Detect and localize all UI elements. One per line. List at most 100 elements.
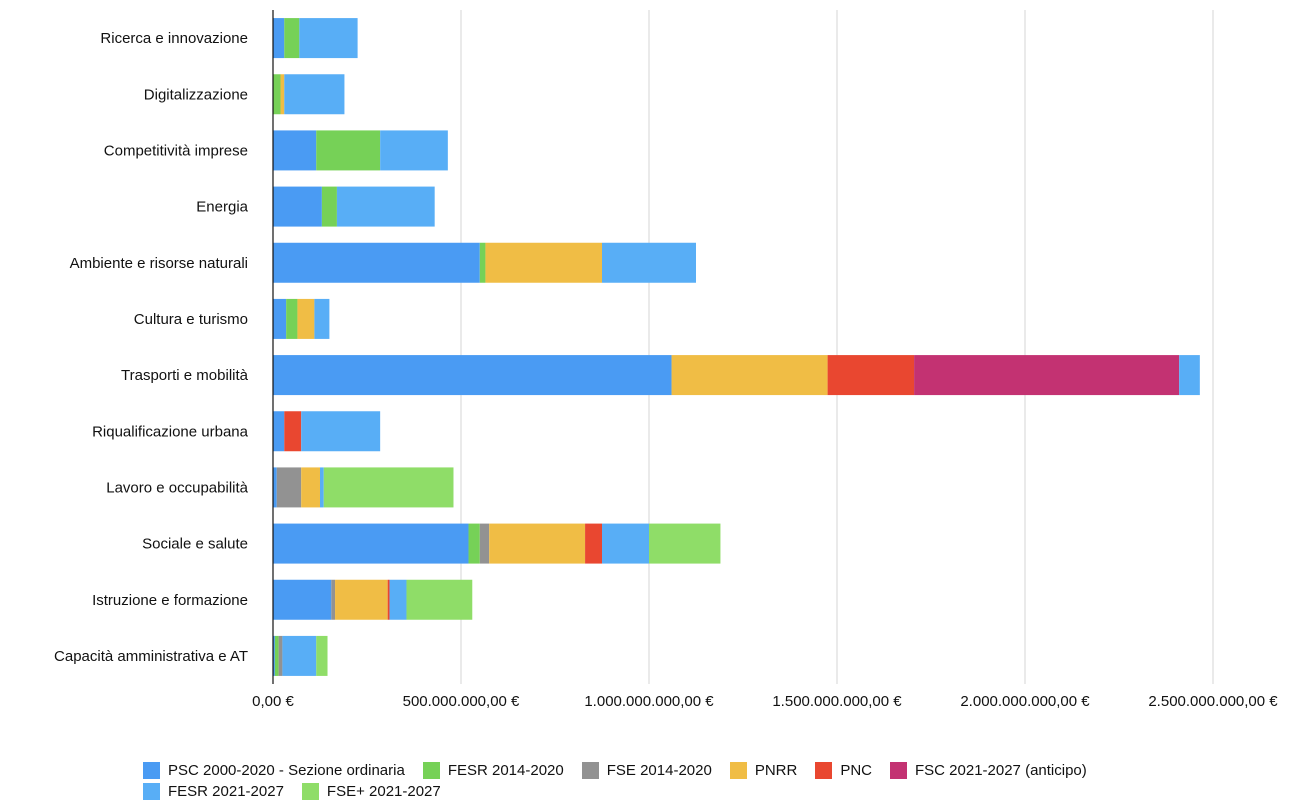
bar-segment xyxy=(282,635,317,676)
bar-segment xyxy=(273,635,275,676)
legend-row: FESR 2021-2027 FSE+ 2021-2027 xyxy=(143,781,1293,802)
x-tick-labels: 0,00 € 500.000.000,00 € 1.000.000.000,00 €… xyxy=(252,693,1278,710)
bar-segment xyxy=(1179,355,1200,396)
category-label: Riqualificazione urbana xyxy=(92,423,249,440)
category-label: Ricerca e innovazione xyxy=(100,30,248,47)
category-labels: Ricerca e innovazione Digitalizzazione Com… xyxy=(54,30,249,665)
grid-lines xyxy=(460,10,1214,684)
legend-label: PNC xyxy=(840,762,872,779)
legend-item: FSE+ 2021-2027 xyxy=(301,781,441,802)
x-tick-label: 0,00 € xyxy=(252,693,294,710)
legend-item: PNRR xyxy=(729,760,798,781)
bar-segment xyxy=(284,74,345,115)
x-tick-label: 1.500.000.000,00 € xyxy=(772,693,902,710)
bar-segment xyxy=(827,355,915,396)
bar-segment xyxy=(336,186,435,227)
bar-segment xyxy=(278,635,283,676)
bar-segment xyxy=(299,18,358,59)
bar-segment xyxy=(286,298,298,339)
bar-segment xyxy=(479,242,486,283)
bar-segment xyxy=(323,467,454,508)
bar-segment xyxy=(284,18,300,59)
legend-row: PSC 2000-2020 - Sezione ordinaria FESR 20… xyxy=(143,760,1293,781)
bar-segment xyxy=(273,411,285,452)
bar-segment xyxy=(274,635,279,676)
legend-label: PNRR xyxy=(754,762,798,779)
legend-swatch xyxy=(422,762,440,779)
category-label: Digitalizzazione xyxy=(144,86,248,103)
legend-item: FESR 2014-2020 xyxy=(422,760,564,781)
category-label: Capacità amministrativa e AT xyxy=(54,648,248,665)
legend-item: FSE 2014-2020 xyxy=(581,760,712,781)
bar-segment xyxy=(301,411,381,452)
bar-segment xyxy=(649,523,721,564)
bar-segment xyxy=(489,523,586,564)
bar-segment xyxy=(914,355,1180,396)
bar-segment xyxy=(316,130,381,171)
bar-segment xyxy=(273,579,332,620)
category-label: Energia xyxy=(196,199,248,216)
bar-segment xyxy=(273,242,480,283)
bar-segment xyxy=(314,298,330,339)
x-tick-label: 2.000.000.000,00 € xyxy=(960,693,1090,710)
legend-swatch xyxy=(890,762,907,779)
bar-segment xyxy=(468,523,480,564)
bar-segment xyxy=(602,242,696,283)
stacked-bar-chart: Ricerca e innovazione Digitalizzazione Com… xyxy=(54,10,1278,710)
bar-segment xyxy=(273,298,287,339)
x-tick-label: 500.000.000,00 € xyxy=(403,693,520,710)
bar-segment xyxy=(273,74,281,115)
bar-segment xyxy=(273,467,277,508)
bar-segment xyxy=(406,579,473,620)
legend-label: FSE 2014-2020 xyxy=(606,762,712,779)
bar-segment xyxy=(280,74,285,115)
legend-item: FESR 2021-2027 xyxy=(143,781,284,802)
bar-segment xyxy=(273,523,469,564)
category-label: Lavoro e occupabilità xyxy=(106,479,248,496)
bar-segment xyxy=(273,18,285,59)
legend: PSC 2000-2020 - Sezione ordinaria FESR 20… xyxy=(143,760,1293,802)
bar-segment xyxy=(297,298,315,339)
x-tick-label: 1.000.000.000,00 € xyxy=(584,693,714,710)
category-label: Istruzione e formazione xyxy=(92,592,248,609)
category-label: Trasporti e mobilità xyxy=(121,367,249,384)
bar-segment xyxy=(301,467,320,508)
legend-label: FESR 2014-2020 xyxy=(447,762,564,779)
category-label: Competitività imprese xyxy=(104,142,248,159)
bar-segment xyxy=(273,130,317,171)
legend-swatch xyxy=(143,783,160,800)
legend-swatch xyxy=(729,762,747,779)
category-label: Ambiente e risorse naturali xyxy=(70,255,248,272)
bar-segment xyxy=(321,186,337,227)
legend-label: FSE+ 2021-2027 xyxy=(326,783,441,800)
legend-swatch xyxy=(143,762,160,779)
legend-item: PSC 2000-2020 - Sezione ordinaria xyxy=(143,760,405,781)
legend-swatch xyxy=(581,762,599,779)
bar-segment xyxy=(602,523,649,564)
bar-segment xyxy=(380,130,448,171)
legend-swatch xyxy=(815,762,833,779)
legend-swatch xyxy=(301,783,319,800)
bar-segment xyxy=(316,635,328,676)
bar-segment xyxy=(585,523,602,564)
bar-segment xyxy=(331,579,336,620)
legend-item: PNC xyxy=(815,760,872,781)
legend-label: PSC 2000-2020 - Sezione ordinaria xyxy=(168,762,405,779)
bar-segment xyxy=(387,579,390,620)
bar-segment xyxy=(485,242,602,283)
bar-segment xyxy=(479,523,490,564)
legend-label: FSC 2021-2027 (anticipo) xyxy=(915,762,1087,779)
bar-segment xyxy=(389,579,407,620)
bar-segment xyxy=(273,186,322,227)
bar-segment xyxy=(320,467,324,508)
category-label: Cultura e turismo xyxy=(134,311,248,328)
bars xyxy=(273,18,1200,676)
legend-item: FSC 2021-2027 (anticipo) xyxy=(890,760,1087,781)
x-tick-label: 2.500.000.000,00 € xyxy=(1148,693,1278,710)
legend-label: FESR 2021-2027 xyxy=(168,783,284,800)
bar-segment xyxy=(335,579,388,620)
category-label: Sociale e salute xyxy=(142,536,248,553)
bar-segment xyxy=(273,355,672,396)
bar-segment xyxy=(276,467,302,508)
bar-segment xyxy=(671,355,828,396)
